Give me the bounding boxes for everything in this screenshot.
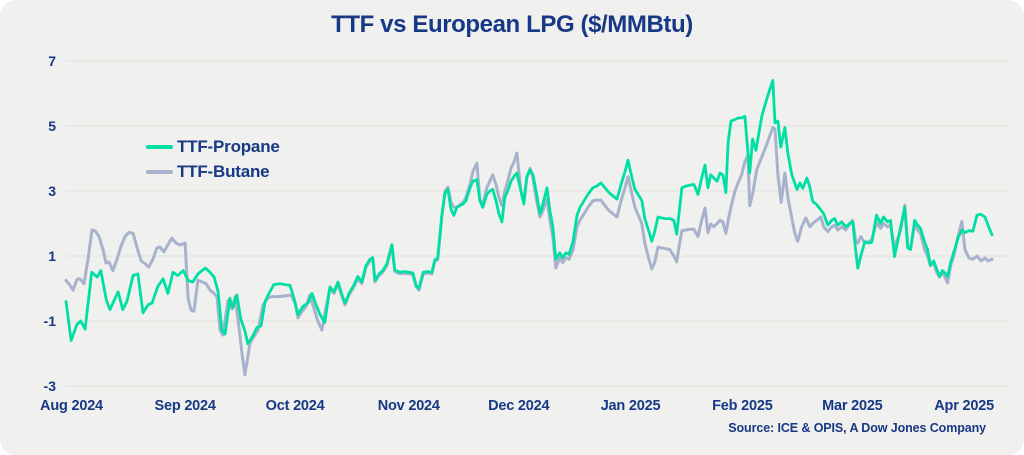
legend: TTF-Propane TTF-Butane	[146, 135, 280, 183]
x-axis-tick-label: Jan 2025	[600, 398, 661, 414]
y-axis-tick-label: 7	[48, 53, 56, 69]
x-axis-tick-label: Apr 2025	[934, 398, 994, 414]
legend-swatch-1	[146, 144, 173, 149]
x-axis-tick-label: Sep 2024	[154, 398, 216, 414]
x-axis-tick-label: Nov 2024	[377, 398, 440, 414]
y-axis-tick-label: -1	[43, 313, 56, 329]
y-axis-tick-label: 5	[48, 118, 56, 134]
gridlines	[66, 60, 1008, 387]
series-lines	[64, 79, 994, 377]
source-attribution: Source: ICE & OPIS, A Dow Jones Company	[728, 421, 986, 435]
legend-item: TTF-Butane	[146, 160, 280, 183]
x-axis-tick-label: Oct 2024	[265, 398, 325, 414]
y-axis-tick-label: -3	[43, 378, 56, 394]
chart-title: TTF vs European LPG ($/MMBtu)	[331, 11, 693, 38]
x-axis-tick-label: Feb 2025	[712, 398, 773, 414]
legend-item: TTF-Propane	[146, 135, 280, 158]
legend-label: TTF-Butane	[177, 161, 270, 181]
x-axis-tick-label: Dec 2024	[488, 398, 550, 414]
legend-label: TTF-Propane	[177, 136, 280, 156]
y-axis-tick-label: 3	[48, 183, 56, 199]
y-axis-tick-label: 1	[48, 248, 56, 264]
ttf-propane-line	[64, 79, 994, 346]
x-axis-tick-label: Aug 2024	[40, 398, 103, 414]
ttf-butane-line	[64, 126, 994, 377]
x-axis-tick-label: Mar 2025	[822, 398, 883, 414]
legend-swatch-0	[146, 169, 173, 174]
